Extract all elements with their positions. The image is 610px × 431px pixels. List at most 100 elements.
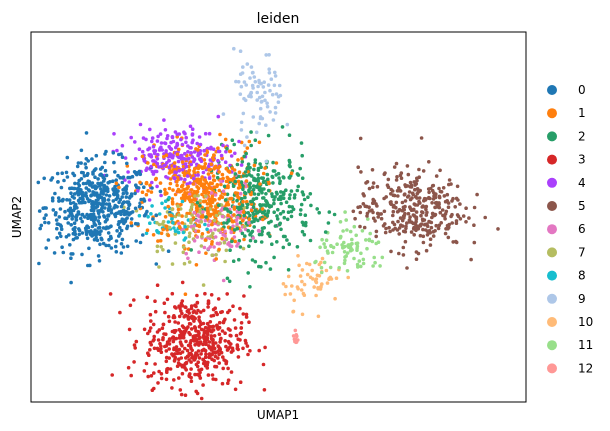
scatter-point-cluster-0 xyxy=(102,202,106,206)
scatter-point-cluster-0 xyxy=(111,151,116,155)
scatter-point-cluster-5 xyxy=(356,205,360,210)
scatter-point-cluster-2 xyxy=(251,205,256,210)
scatter-point-cluster-5 xyxy=(414,257,419,262)
scatter-point-cluster-1 xyxy=(217,247,221,252)
scatter-point-cluster-12 xyxy=(295,334,299,339)
scatter-point-cluster-7 xyxy=(219,203,224,207)
scatter-point-cluster-10 xyxy=(292,298,297,303)
scatter-point-cluster-11 xyxy=(345,228,349,232)
scatter-point-cluster-1 xyxy=(221,176,225,181)
scatter-point-cluster-0 xyxy=(102,214,106,218)
scatter-point-cluster-1 xyxy=(249,208,254,213)
scatter-point-cluster-11 xyxy=(352,256,356,261)
legend-label-9: 9 xyxy=(578,292,586,306)
scatter-point-cluster-7 xyxy=(201,283,206,287)
scatter-point-cluster-3 xyxy=(214,364,219,369)
scatter-point-cluster-10 xyxy=(320,256,325,261)
scatter-point-cluster-1 xyxy=(217,170,221,174)
scatter-point-cluster-3 xyxy=(149,319,153,323)
scatter-point-cluster-1 xyxy=(208,202,212,206)
scatter-point-cluster-9 xyxy=(277,83,282,88)
scatter-point-cluster-1 xyxy=(212,185,217,190)
scatter-point-cluster-0 xyxy=(145,209,149,214)
scatter-point-cluster-2 xyxy=(195,200,200,205)
scatter-point-cluster-0 xyxy=(106,181,110,185)
scatter-point-cluster-0 xyxy=(82,215,87,219)
scatter-point-cluster-3 xyxy=(229,334,233,338)
scatter-point-cluster-2 xyxy=(225,192,230,197)
scatter-point-cluster-3 xyxy=(159,350,164,355)
scatter-point-cluster-5 xyxy=(431,234,436,238)
scatter-point-cluster-11 xyxy=(343,255,347,259)
scatter-point-cluster-10 xyxy=(310,268,315,273)
scatter-point-cluster-4 xyxy=(186,150,190,154)
scatter-point-cluster-2 xyxy=(323,230,328,234)
scatter-point-cluster-2 xyxy=(296,184,301,189)
scatter-point-cluster-5 xyxy=(413,183,417,187)
scatter-point-cluster-7 xyxy=(189,218,193,222)
scatter-point-cluster-2 xyxy=(228,248,232,252)
scatter-point-cluster-0 xyxy=(123,219,128,224)
scatter-point-cluster-5 xyxy=(410,196,414,200)
scatter-point-cluster-3 xyxy=(178,363,183,367)
scatter-point-cluster-2 xyxy=(242,213,246,218)
scatter-point-cluster-1 xyxy=(247,217,252,221)
scatter-point-cluster-5 xyxy=(411,192,416,197)
scatter-point-cluster-0 xyxy=(67,214,71,218)
scatter-point-cluster-2 xyxy=(266,133,271,138)
scatter-point-cluster-0 xyxy=(119,152,123,156)
scatter-point-cluster-2 xyxy=(262,211,266,215)
scatter-point-cluster-0 xyxy=(113,170,117,174)
scatter-point-cluster-1 xyxy=(203,191,208,195)
scatter-point-cluster-4 xyxy=(175,132,179,137)
scatter-point-cluster-4 xyxy=(172,164,177,168)
scatter-point-cluster-1 xyxy=(218,164,222,169)
scatter-point-cluster-0 xyxy=(133,191,137,196)
scatter-point-cluster-7 xyxy=(209,234,213,238)
scatter-point-cluster-0 xyxy=(85,212,89,217)
scatter-point-cluster-6 xyxy=(192,239,197,243)
scatter-point-cluster-4 xyxy=(148,127,152,132)
scatter-point-cluster-5 xyxy=(447,178,452,182)
scatter-point-cluster-1 xyxy=(129,221,133,225)
scatter-point-cluster-3 xyxy=(163,310,167,315)
scatter-point-cluster-6 xyxy=(197,250,201,254)
scatter-point-cluster-9 xyxy=(238,92,243,96)
scatter-point-cluster-1 xyxy=(178,226,182,230)
scatter-point-cluster-2 xyxy=(204,215,208,219)
scatter-point-cluster-3 xyxy=(189,304,194,308)
scatter-point-cluster-5 xyxy=(361,202,366,206)
scatter-point-cluster-2 xyxy=(248,285,252,289)
scatter-point-cluster-0 xyxy=(65,155,70,160)
scatter-point-cluster-2 xyxy=(326,221,331,225)
scatter-point-cluster-3 xyxy=(206,327,210,332)
scatter-point-cluster-0 xyxy=(94,167,98,171)
scatter-point-cluster-9 xyxy=(234,79,238,84)
scatter-point-cluster-5 xyxy=(437,186,441,191)
scatter-point-cluster-4 xyxy=(133,140,137,144)
scatter-point-cluster-8 xyxy=(180,199,185,204)
scatter-point-cluster-10 xyxy=(298,274,303,278)
scatter-point-cluster-0 xyxy=(87,246,91,251)
scatter-point-cluster-11 xyxy=(355,241,360,245)
scatter-point-cluster-5 xyxy=(396,194,400,198)
scatter-point-cluster-3 xyxy=(263,345,267,350)
scatter-point-cluster-9 xyxy=(262,80,267,84)
scatter-point-cluster-11 xyxy=(338,220,343,224)
scatter-point-cluster-1 xyxy=(162,154,166,159)
scatter-point-cluster-2 xyxy=(253,177,257,182)
scatter-point-cluster-5 xyxy=(413,195,418,199)
scatter-point-cluster-5 xyxy=(450,199,454,203)
scatter-point-cluster-2 xyxy=(298,166,303,171)
scatter-point-cluster-3 xyxy=(148,340,153,345)
scatter-point-cluster-0 xyxy=(92,193,97,197)
scatter-point-cluster-5 xyxy=(430,201,434,205)
legend-marker-7 xyxy=(547,247,557,258)
scatter-point-cluster-1 xyxy=(220,236,224,241)
scatter-point-cluster-3 xyxy=(209,314,214,318)
scatter-point-cluster-0 xyxy=(66,221,70,225)
scatter-point-cluster-0 xyxy=(83,226,88,231)
scatter-point-cluster-0 xyxy=(59,227,64,231)
scatter-point-cluster-11 xyxy=(359,264,363,269)
scatter-point-cluster-5 xyxy=(402,214,406,218)
